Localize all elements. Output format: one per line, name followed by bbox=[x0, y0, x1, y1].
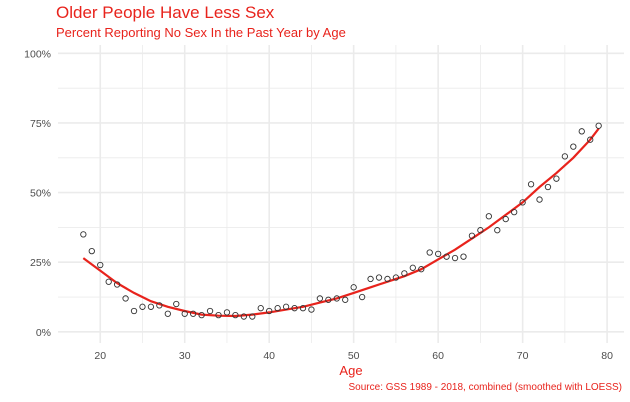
data-point bbox=[215, 311, 222, 319]
data-point bbox=[511, 208, 518, 216]
data-point bbox=[147, 303, 155, 310]
data-point bbox=[342, 296, 349, 303]
data-points bbox=[80, 122, 602, 320]
data-point bbox=[156, 302, 163, 309]
x-tick-label: 70 bbox=[517, 350, 529, 362]
y-tick-label: 100% bbox=[24, 48, 51, 60]
data-point bbox=[282, 303, 290, 310]
data-point bbox=[587, 136, 594, 143]
data-point bbox=[392, 274, 400, 281]
data-point bbox=[375, 274, 383, 281]
x-tick-label: 30 bbox=[179, 350, 191, 362]
data-point bbox=[595, 122, 602, 129]
data-point bbox=[139, 303, 146, 310]
data-point bbox=[316, 295, 324, 302]
data-point bbox=[553, 175, 560, 182]
data-point bbox=[257, 305, 264, 312]
data-point bbox=[468, 232, 476, 239]
data-point bbox=[418, 266, 425, 273]
data-point bbox=[299, 305, 307, 312]
data-point bbox=[88, 247, 95, 255]
x-tick-label: 20 bbox=[94, 350, 106, 362]
data-point bbox=[240, 313, 248, 320]
data-point bbox=[401, 270, 408, 277]
x-axis-label: Age bbox=[339, 363, 362, 378]
data-point bbox=[350, 284, 357, 291]
y-tick-label: 0% bbox=[36, 327, 51, 339]
data-point bbox=[451, 254, 459, 262]
x-tick-label: 60 bbox=[432, 350, 444, 362]
chart-caption: Source: GSS 1989 - 2018, combined (smoot… bbox=[348, 382, 622, 393]
data-point bbox=[291, 305, 298, 312]
data-point bbox=[358, 293, 366, 301]
data-point bbox=[122, 295, 129, 302]
data-point bbox=[223, 309, 231, 316]
data-point bbox=[544, 183, 552, 191]
data-point bbox=[570, 143, 577, 150]
y-tick-label: 50% bbox=[30, 188, 51, 200]
data-point bbox=[97, 261, 104, 269]
data-point bbox=[266, 307, 273, 315]
x-tick-label: 40 bbox=[263, 350, 275, 362]
data-point bbox=[274, 305, 281, 312]
data-point bbox=[164, 310, 171, 317]
data-point bbox=[485, 213, 492, 220]
chart-title: Older People Have Less Sex bbox=[56, 3, 275, 22]
ticks: 20 30 40 50 60 70 80 0% 25% 50% 75% 100% bbox=[24, 48, 613, 362]
data-point bbox=[536, 196, 543, 203]
data-point bbox=[181, 310, 188, 317]
data-point bbox=[502, 215, 509, 223]
data-point bbox=[384, 275, 391, 283]
data-point bbox=[232, 311, 239, 319]
data-point bbox=[333, 295, 340, 302]
x-tick-label: 80 bbox=[601, 350, 613, 362]
data-point bbox=[308, 306, 315, 313]
data-point bbox=[173, 300, 180, 308]
data-point bbox=[527, 181, 535, 188]
data-point bbox=[325, 296, 332, 303]
data-point bbox=[80, 231, 87, 238]
y-tick-label: 25% bbox=[30, 257, 51, 269]
data-point bbox=[561, 153, 569, 160]
data-point bbox=[519, 199, 526, 206]
data-point bbox=[130, 307, 138, 315]
data-point bbox=[426, 249, 433, 256]
data-point bbox=[206, 307, 214, 315]
grid bbox=[58, 45, 624, 343]
data-point bbox=[460, 253, 467, 260]
data-point bbox=[578, 128, 585, 135]
data-point bbox=[443, 253, 450, 260]
y-tick-label: 75% bbox=[30, 118, 51, 130]
data-point bbox=[494, 227, 501, 234]
loess-smooth-line bbox=[82, 127, 600, 318]
data-point bbox=[105, 278, 112, 285]
chart-subtitle: Percent Reporting No Sex In the Past Yea… bbox=[56, 25, 346, 40]
data-point bbox=[113, 281, 121, 288]
data-point bbox=[477, 227, 484, 234]
data-point bbox=[249, 313, 256, 320]
data-point bbox=[190, 310, 197, 317]
data-point bbox=[367, 275, 374, 283]
x-tick-label: 50 bbox=[348, 350, 360, 362]
data-point bbox=[409, 264, 416, 271]
data-point bbox=[434, 250, 442, 258]
data-point bbox=[198, 311, 205, 319]
